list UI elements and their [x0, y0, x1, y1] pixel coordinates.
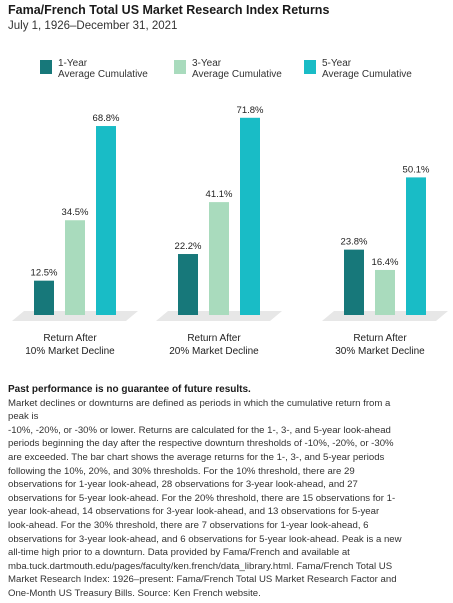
bar-series2-cat2 — [209, 202, 229, 315]
data-label: 34.5% — [62, 207, 89, 218]
footnote-line: One-Month US Treasury Bills. Source: Ken… — [8, 587, 261, 599]
data-label: 50.1% — [403, 164, 430, 175]
footnote: Past performance is no guarantee of futu… — [8, 383, 448, 601]
bar-series1-cat2 — [178, 254, 198, 315]
bar-series2-cat1 — [65, 220, 85, 315]
footnote-line: Market declines or downturns are defined… — [8, 397, 391, 409]
bar-series3-cat2 — [240, 117, 260, 315]
footnote-body: Market declines or downturns are defined… — [8, 397, 448, 601]
category-label: Return After — [43, 333, 97, 344]
legend-item-3-year: 3-Year Average Cumulative — [174, 58, 282, 80]
legend-label-line1: 3-Year — [192, 58, 222, 69]
data-label: 23.8% — [341, 237, 368, 248]
footnote-line: -10%, -20%, or -30% or lower. Returns ar… — [8, 424, 391, 436]
bar-series3-cat1 — [96, 126, 116, 316]
chart-title: Fama/French Total US Market Research Ind… — [8, 3, 330, 17]
category-label: Return After — [187, 333, 241, 344]
footnote-line: year look-ahead, 14 observations for 3-y… — [8, 506, 380, 518]
footnote-line: periods beginning the day after the resp… — [8, 438, 394, 450]
legend-label-line1: 5-Year — [322, 58, 352, 69]
legend-label-line2: Average Cumulative — [322, 69, 412, 80]
category-label: 30% Market Decline — [335, 346, 425, 357]
data-label: 71.8% — [237, 105, 264, 116]
footnote-line: Market Research Index: 1926–present: Fam… — [8, 574, 397, 586]
disclaimer-heading: Past performance is no guarantee of futu… — [8, 384, 251, 395]
footnote-line: peak is — [8, 411, 39, 423]
bar-series3-cat3 — [406, 177, 426, 315]
category-label: Return After — [353, 333, 407, 344]
footnote-line: observations for 3-year look-ahead, and … — [8, 533, 402, 545]
legend-swatch-3-year — [174, 60, 186, 74]
legend-label-line2: Average Cumulative — [192, 69, 282, 80]
legend-item-1-year: 1-Year Average Cumulative — [40, 58, 148, 80]
chart-subtitle: July 1, 1926–December 31, 2021 — [8, 20, 178, 32]
bar-chart: 12.5% 22.2% 23.8% 34.5% 41.1% 16.4% 68.8% 71.8%… — [12, 105, 448, 357]
category-label: 10% Market Decline — [25, 346, 115, 357]
footnote-line: are exceeded. The bar chart shows the av… — [8, 451, 385, 463]
footnote-line: following the 10%, 20%, and 30% threshol… — [8, 465, 355, 477]
bar-series1-cat1 — [34, 280, 54, 315]
legend-label-line2: Average Cumulative — [58, 69, 148, 80]
legend-swatch-5-year — [304, 60, 316, 74]
data-label: 68.8% — [93, 113, 120, 124]
footnote-line: observations for 1-year look-ahead, 28 o… — [8, 479, 358, 491]
data-label: 12.5% — [31, 268, 58, 279]
data-label: 16.4% — [372, 257, 399, 268]
category-label: 20% Market Decline — [169, 346, 259, 357]
bar-series1-cat3 — [344, 249, 364, 315]
legend-item-5-year: 5-Year Average Cumulative — [304, 58, 412, 80]
legend-label-line1: 1-Year — [58, 58, 88, 69]
data-label: 22.2% — [175, 241, 202, 252]
bar-series2-cat3 — [375, 269, 395, 315]
footnote-line: look-ahead. For the 30% threshold, there… — [8, 519, 369, 531]
legend-swatch-1-year — [40, 60, 52, 74]
footnote-line: observations for 5-year look-ahead. For … — [8, 492, 396, 504]
footnote-line: mba.tuck.dartmouth.edu/pages/faculty/ken… — [8, 560, 393, 572]
footnote-line: all-time high prior to a downturn. Data … — [8, 547, 350, 559]
data-label: 41.1% — [206, 189, 233, 200]
